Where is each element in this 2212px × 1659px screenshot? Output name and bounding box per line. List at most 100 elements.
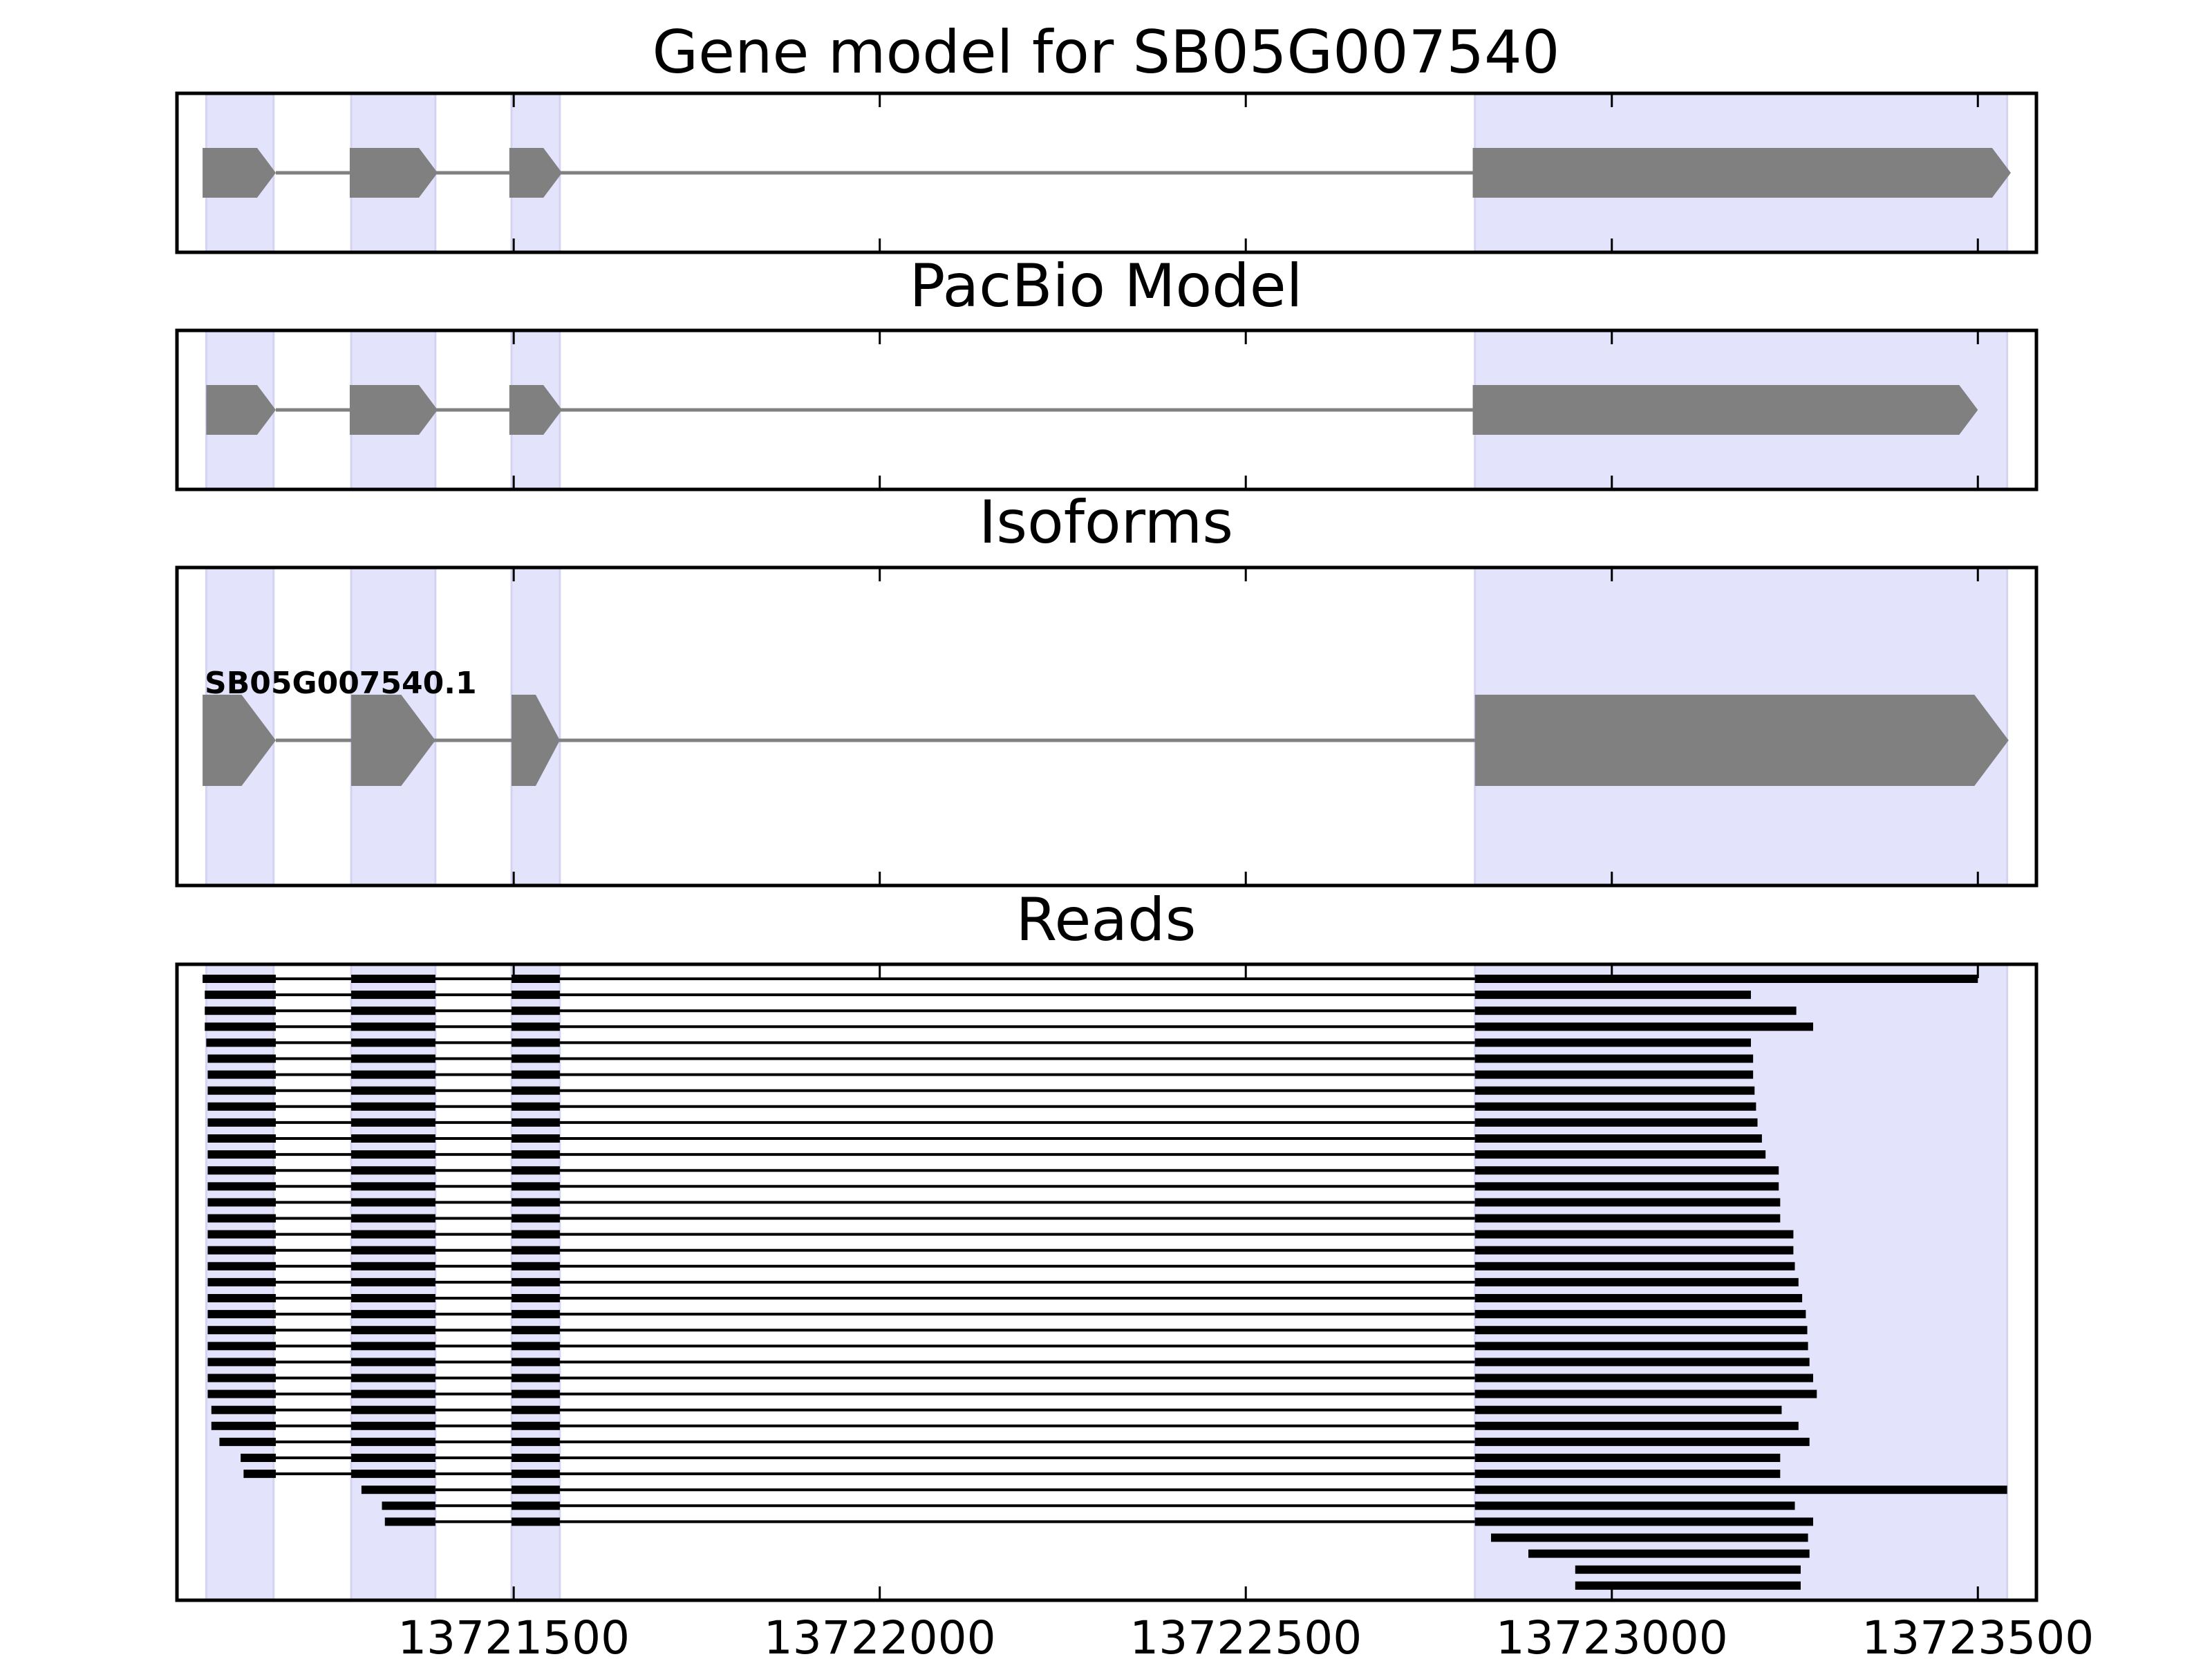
read-21-block-2 (351, 1294, 435, 1302)
read-3-block-4 (1474, 1006, 1797, 1015)
read-13-block-2 (351, 1166, 435, 1175)
read-39 (1575, 1581, 1801, 1590)
read-28-block-2 (351, 1405, 435, 1414)
read-24-block-1 (207, 1342, 276, 1351)
reads-title: Reads (1016, 885, 1197, 955)
pacbio-model-panel: PacBio Model (175, 252, 2038, 491)
read-32 (243, 1470, 1781, 1479)
read-3-block-1 (205, 1006, 276, 1015)
read-21-block-4 (1474, 1294, 1803, 1302)
gene-model-exon-4 (1472, 148, 2011, 198)
read-35 (384, 1517, 1813, 1526)
read-1-block-2 (351, 975, 435, 983)
read-30-block-4 (1474, 1437, 1810, 1446)
read-24-block-4 (1474, 1342, 1808, 1351)
reads-panel: Reads (175, 885, 2038, 1602)
pacbio-model-ticks (512, 330, 1979, 489)
read-4-block-3 (511, 1022, 560, 1031)
read-25-block-4 (1474, 1358, 1810, 1367)
x-tick-label-5: 13723500 (1862, 1611, 2094, 1659)
read-20-block-3 (511, 1277, 560, 1286)
read-38-block-1 (1575, 1565, 1801, 1574)
read-1 (203, 975, 1978, 983)
read-29 (211, 1421, 1799, 1430)
read-3-block-2 (351, 1006, 435, 1015)
read-22-block-1 (207, 1310, 276, 1319)
read-9-block-2 (351, 1102, 435, 1111)
read-18-block-3 (511, 1246, 560, 1255)
read-6-block-1 (207, 1054, 276, 1063)
read-3-block-3 (511, 1006, 560, 1015)
read-2-block-1 (205, 991, 276, 1000)
read-13-block-3 (511, 1166, 560, 1175)
reads-frame (175, 962, 2038, 1602)
read-33 (361, 1485, 2007, 1494)
read-30-block-3 (511, 1437, 560, 1446)
read-16 (207, 1214, 1781, 1223)
read-11-block-4 (1474, 1134, 1762, 1143)
read-7-block-1 (207, 1070, 276, 1079)
read-31-block-2 (351, 1454, 435, 1462)
read-6-block-3 (511, 1054, 560, 1063)
read-9-block-3 (511, 1102, 560, 1111)
read-25-block-1 (207, 1358, 276, 1367)
read-14-block-4 (1474, 1182, 1779, 1191)
read-8-block-3 (511, 1086, 560, 1095)
read-10-block-3 (511, 1118, 560, 1127)
isoforms-ticks (512, 568, 1979, 885)
x-tick-label-1: 13721500 (397, 1611, 630, 1659)
read-32-block-4 (1474, 1470, 1781, 1479)
read-37-block-1 (1528, 1549, 1810, 1558)
pacbio-model-exon-1 (206, 385, 276, 435)
read-17 (207, 1230, 1794, 1239)
read-13-block-1 (207, 1166, 276, 1175)
read-35-block-3 (1474, 1517, 1813, 1526)
read-17-block-4 (1474, 1230, 1794, 1239)
read-33-block-2 (511, 1485, 560, 1494)
read-30-block-2 (351, 1437, 435, 1446)
read-27-block-2 (351, 1389, 435, 1398)
read-2 (205, 991, 1751, 1000)
read-34-block-2 (511, 1501, 560, 1510)
read-12-block-1 (207, 1150, 276, 1159)
read-31 (241, 1454, 1781, 1462)
read-11-block-3 (511, 1134, 560, 1143)
read-8-block-4 (1474, 1086, 1755, 1095)
read-17-block-1 (207, 1230, 276, 1239)
read-28-block-1 (211, 1405, 276, 1414)
read-1-block-3 (511, 975, 560, 983)
read-36-block-1 (1491, 1533, 1808, 1542)
read-19-block-1 (207, 1262, 276, 1271)
read-3 (205, 1006, 1797, 1015)
gene-model-exon-2 (349, 148, 438, 198)
read-22 (207, 1310, 1806, 1319)
read-38 (1575, 1565, 1801, 1574)
read-15-block-1 (207, 1198, 276, 1207)
read-17-block-2 (351, 1230, 435, 1239)
read-34-block-1 (382, 1501, 435, 1510)
read-9-block-1 (207, 1102, 276, 1111)
read-27-block-4 (1474, 1389, 1817, 1398)
read-5-block-4 (1474, 1038, 1751, 1047)
read-2-block-2 (351, 991, 435, 1000)
read-36 (1491, 1533, 1808, 1542)
read-16-block-1 (207, 1214, 276, 1223)
read-32-block-1 (243, 1470, 276, 1479)
read-24-block-3 (511, 1342, 560, 1351)
read-12-block-2 (351, 1150, 435, 1159)
isoforms-track (203, 695, 2009, 786)
read-10-block-1 (207, 1118, 276, 1127)
read-18-block-4 (1474, 1246, 1794, 1255)
read-30-block-1 (219, 1437, 276, 1446)
isoform-1-exon-4 (1474, 695, 2009, 786)
read-39-block-1 (1575, 1581, 1801, 1590)
read-26-block-4 (1474, 1374, 1813, 1382)
read-34-block-3 (1474, 1501, 1795, 1510)
gene-model-exon-3 (509, 148, 563, 198)
read-32-block-2 (351, 1470, 435, 1479)
isoform-1-exon-2 (351, 695, 435, 786)
read-5 (206, 1038, 1751, 1047)
isoforms-frame (175, 565, 2038, 888)
read-25-block-2 (351, 1358, 435, 1367)
isoforms-panel: Isoforms SB05G007540.1 (175, 488, 2038, 888)
